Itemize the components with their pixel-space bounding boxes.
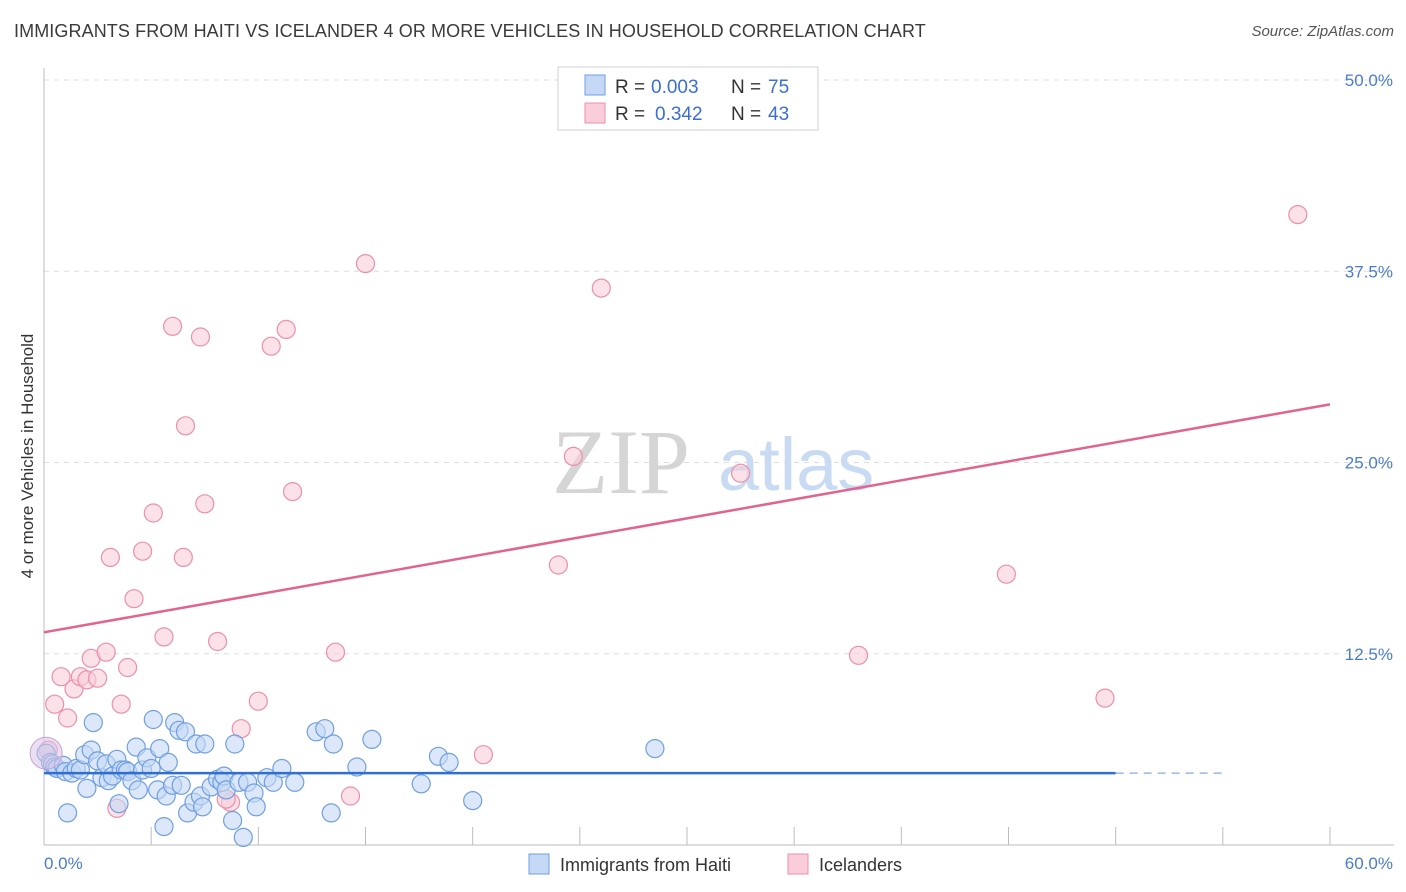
haiti-point bbox=[411, 774, 431, 794]
haiti-point bbox=[347, 757, 367, 777]
series-legend: Immigrants from Haiti Icelanders bbox=[528, 853, 902, 875]
iceland-point bbox=[87, 668, 108, 688]
legend-n-label-iceland: N = bbox=[731, 104, 761, 125]
y-tick-label: 37.5% bbox=[1345, 262, 1393, 281]
iceland-point bbox=[173, 547, 193, 568]
haiti-point bbox=[195, 734, 215, 754]
iceland-point bbox=[96, 642, 116, 662]
iceland-point bbox=[591, 278, 611, 298]
iceland-point bbox=[283, 482, 303, 502]
haiti-point bbox=[321, 803, 341, 823]
haiti-point bbox=[233, 827, 253, 848]
haiti-point bbox=[83, 712, 103, 733]
iceland-point bbox=[195, 494, 215, 514]
iceland-point bbox=[45, 694, 65, 714]
y-tick-label: 25.0% bbox=[1345, 454, 1393, 473]
iceland-point bbox=[117, 657, 138, 678]
x-tick-label-min: 0.0% bbox=[44, 854, 83, 873]
iceland-point bbox=[163, 316, 183, 336]
iceland-point bbox=[1095, 688, 1115, 708]
bottom-legend-swatch-haiti bbox=[528, 853, 550, 875]
iceland-point bbox=[548, 555, 569, 575]
iceland-trend-line bbox=[43, 403, 1331, 634]
legend-r-value-iceland: 0.342 bbox=[655, 104, 703, 125]
iceland-point bbox=[340, 786, 361, 806]
haiti-point bbox=[141, 758, 161, 779]
iceland-point bbox=[848, 645, 869, 665]
legend-n-value-haiti: 75 bbox=[768, 77, 789, 98]
iceland-point bbox=[563, 446, 584, 466]
source-label: Source: ZipAtlas.com bbox=[1251, 23, 1394, 40]
iceland-point bbox=[111, 694, 131, 714]
bottom-legend-label-haiti: Immigrants from Haiti bbox=[560, 855, 731, 875]
y-tick-label: 12.5% bbox=[1345, 645, 1393, 664]
haiti-point bbox=[223, 810, 243, 831]
iceland-point bbox=[154, 627, 174, 647]
y-tick-label: 50.0% bbox=[1345, 71, 1393, 90]
haiti-point bbox=[128, 780, 148, 800]
iceland-point bbox=[143, 503, 163, 523]
iceland-point bbox=[208, 631, 228, 652]
iceland-point bbox=[133, 541, 153, 561]
legend-r-value-haiti: 0.003 bbox=[651, 77, 699, 98]
haiti-point bbox=[323, 734, 343, 754]
iceland-point bbox=[100, 547, 121, 568]
iceland-point bbox=[325, 642, 346, 662]
haiti-point bbox=[154, 816, 174, 837]
x-tick-label-max: 60.0% bbox=[1345, 854, 1393, 873]
haiti-point bbox=[315, 719, 335, 739]
haiti-point bbox=[193, 797, 213, 817]
iceland-point bbox=[57, 708, 78, 728]
haiti-point bbox=[143, 709, 163, 730]
legend-r-label-iceland: R = bbox=[615, 104, 645, 125]
haiti-point bbox=[272, 758, 292, 779]
haiti-point bbox=[439, 752, 459, 773]
iceland-point bbox=[355, 254, 376, 274]
haiti-point bbox=[158, 752, 178, 773]
legend-swatch-iceland bbox=[584, 102, 606, 124]
legend-n-label-haiti: N = bbox=[731, 77, 761, 98]
haiti-point bbox=[463, 790, 483, 811]
iceland-point bbox=[124, 589, 144, 609]
iceland-point bbox=[473, 745, 493, 765]
legend-n-value-iceland: 43 bbox=[768, 104, 789, 125]
iceland-point bbox=[175, 416, 196, 436]
haiti-point-cluster bbox=[29, 736, 63, 770]
chart-title: IMMIGRANTS FROM HAITI VS ICELANDER 4 OR … bbox=[14, 21, 926, 41]
haiti-point bbox=[150, 738, 170, 759]
iceland-point bbox=[730, 463, 751, 483]
stats-legend: R = 0.003 N = 75 R = 0.342 N = 43 bbox=[557, 66, 819, 131]
haiti-point bbox=[225, 734, 245, 754]
y-axis-title: 4 or more Vehicles in Household bbox=[18, 334, 37, 579]
bottom-legend-label-iceland: Icelanders bbox=[819, 855, 902, 875]
iceland-point bbox=[996, 564, 1017, 584]
iceland-point bbox=[276, 319, 296, 339]
haiti-point bbox=[246, 797, 266, 817]
legend-r-label-haiti: R = bbox=[615, 77, 645, 98]
haiti-point bbox=[175, 722, 196, 742]
haiti-point bbox=[57, 803, 78, 823]
iceland-point bbox=[248, 691, 268, 711]
haiti-point bbox=[171, 775, 191, 795]
iceland-point bbox=[261, 336, 281, 356]
iceland-point bbox=[51, 667, 71, 687]
iceland-point bbox=[1288, 205, 1308, 225]
haiti-point bbox=[77, 778, 97, 799]
haiti-point bbox=[645, 738, 665, 759]
haiti-point bbox=[362, 729, 382, 750]
bottom-legend-swatch-iceland bbox=[787, 853, 809, 875]
iceland-point bbox=[190, 327, 211, 347]
legend-swatch-haiti bbox=[584, 74, 606, 96]
haiti-point bbox=[285, 772, 305, 792]
haiti-point bbox=[109, 794, 129, 814]
